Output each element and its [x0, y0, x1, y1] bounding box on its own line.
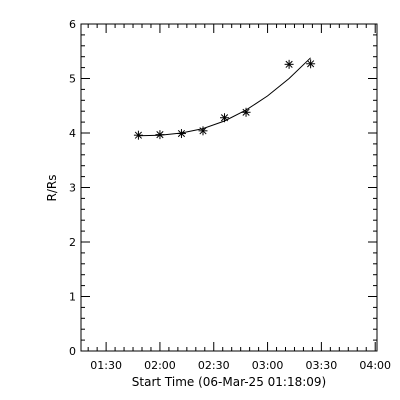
data-point [306, 59, 316, 69]
x-axis: 01:30 02:00 02:30 03:00 03:30 04:00 [87, 24, 391, 372]
data-point [220, 113, 230, 123]
y-tick-label: 2 [69, 236, 76, 249]
plot-frame [80, 23, 378, 352]
data-points [133, 59, 316, 140]
y-tick-label: 6 [69, 18, 76, 31]
x-tick-label: 04:00 [359, 359, 391, 372]
y-tick-label: 1 [69, 291, 76, 304]
fit-curve [138, 57, 311, 137]
y-tick-label: 4 [69, 127, 76, 140]
y-axis: 0 1 2 3 4 5 6 [69, 18, 377, 358]
y-tick-label: 0 [69, 345, 76, 358]
x-tick-label: 03:00 [252, 359, 284, 372]
data-point [198, 126, 208, 136]
data-point [241, 107, 251, 117]
x-tick-label: 02:00 [144, 359, 176, 372]
x-axis-label: Start Time (06-Mar-25 01:18:09) [132, 375, 326, 389]
x-tick-label: 01:30 [90, 359, 122, 372]
x-tick-label: 02:30 [198, 359, 230, 372]
y-tick-label: 5 [69, 73, 76, 86]
y-tick-label: 3 [69, 182, 76, 195]
y-axis-label: R/Rs [45, 175, 59, 202]
data-point [176, 129, 186, 139]
data-point [155, 130, 165, 140]
x-tick-label: 03:30 [306, 359, 338, 372]
data-point [133, 130, 143, 140]
data-point [284, 59, 294, 69]
